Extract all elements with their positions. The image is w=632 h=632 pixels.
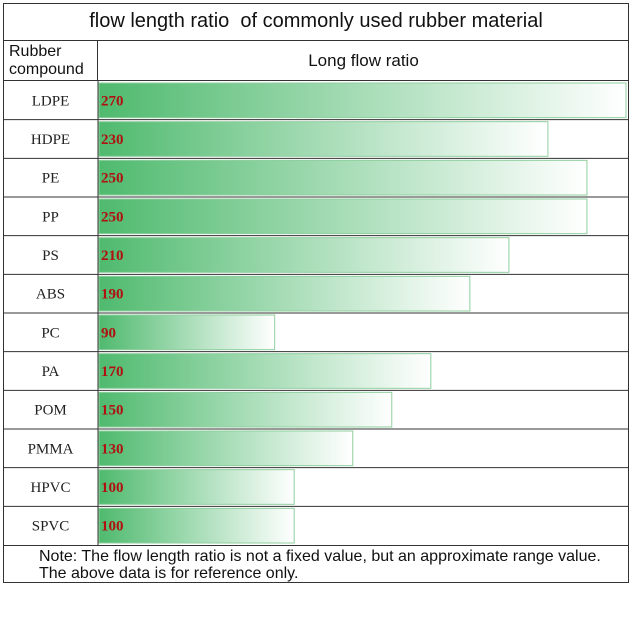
- chart-title: flow length ratio of commonly used rubbe…: [3, 3, 629, 41]
- column-header-flow-ratio: Long flow ratio: [98, 41, 629, 81]
- bar-chart-svg: LDPE 270 HDPE 230 PE 250 PP 250 PS 210 ABS 190 PC 90 P…: [3, 81, 629, 545]
- bar-hdpe: [98, 121, 549, 157]
- category-label: ABS: [36, 287, 65, 303]
- bar-pe: [98, 159, 588, 196]
- data-label: 100: [101, 480, 124, 496]
- bar-pa: [98, 353, 432, 389]
- column-header-compound: Rubber compound: [3, 41, 98, 81]
- category-label: POM: [34, 403, 67, 419]
- data-label: 100: [101, 519, 124, 535]
- bar-pp: [98, 198, 588, 235]
- category-label: HPVC: [30, 480, 70, 496]
- data-label: 270: [101, 93, 124, 109]
- bar-hpvc: [98, 469, 295, 505]
- data-label: 190: [101, 287, 124, 303]
- footnote: Note: The flow length ratio is not a fix…: [3, 545, 629, 583]
- bar-pc: [98, 314, 276, 351]
- table-frame: [3, 3, 629, 583]
- bar-chart: LDPE 270 HDPE 230 PE 250 PP 250 PS 210 ABS 190 PC 90 P…: [3, 81, 629, 545]
- bar-abs: [98, 275, 471, 312]
- data-label: 170: [101, 364, 124, 380]
- bar-ldpe: [98, 82, 627, 119]
- category-label: HDPE: [31, 132, 70, 148]
- category-label: PE: [42, 171, 60, 187]
- data-label: 130: [101, 441, 124, 457]
- bar-pmma: [98, 430, 354, 467]
- category-label: PC: [41, 325, 59, 341]
- data-label: 230: [101, 132, 124, 148]
- category-label: PA: [42, 364, 60, 380]
- bar-pom: [98, 391, 393, 428]
- data-label: 90: [101, 325, 116, 341]
- bar-spvc: [98, 507, 295, 544]
- category-label: PMMA: [28, 441, 74, 457]
- category-label: LDPE: [32, 93, 70, 109]
- data-label: 210: [101, 248, 124, 264]
- data-label: 250: [101, 209, 124, 225]
- data-label: 150: [101, 403, 124, 419]
- bar-ps: [98, 237, 510, 273]
- category-label: PS: [42, 248, 59, 264]
- data-label: 250: [101, 171, 124, 187]
- category-label: SPVC: [32, 519, 70, 535]
- category-label: PP: [42, 209, 59, 225]
